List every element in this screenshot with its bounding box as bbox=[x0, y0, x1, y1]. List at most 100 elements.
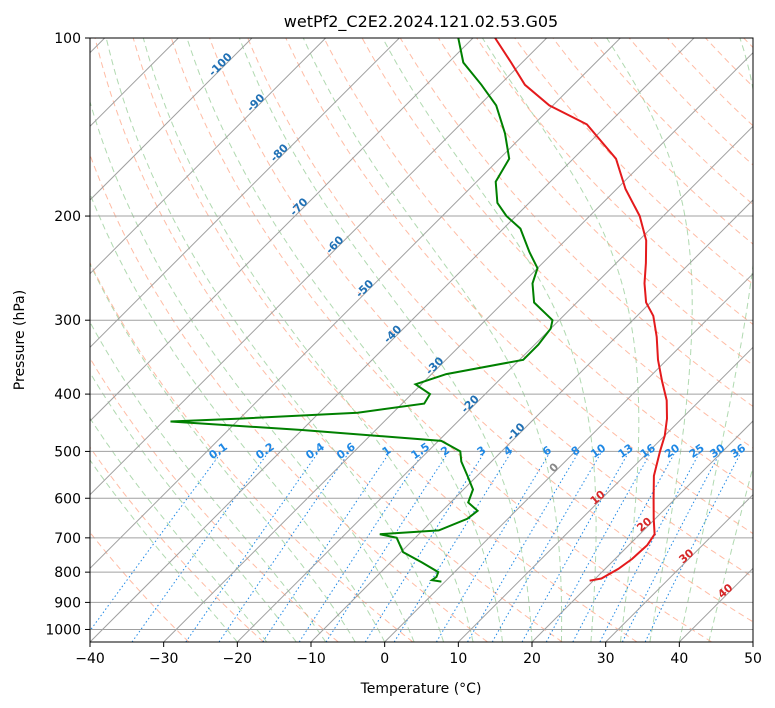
wet-bulb-label: 10 bbox=[588, 488, 608, 508]
moist-adiabat-8 bbox=[105, 38, 445, 642]
x-axis: −40 −30 −20 −10 0 10 20 30 40 50 bbox=[75, 642, 762, 667]
isobar-gridlines bbox=[90, 38, 753, 630]
dry-adiabat-180 bbox=[704, 38, 753, 88]
moist-adiabat-32 bbox=[481, 38, 640, 642]
isotherm-label: -50 bbox=[353, 277, 376, 300]
moist-adiabat-0 bbox=[90, 192, 386, 642]
isotherm-30 bbox=[605, 493, 753, 642]
wet-bulb-label: 30 bbox=[676, 546, 696, 566]
isotherm-0 bbox=[384, 272, 753, 642]
mixing-ratio-line-36 bbox=[644, 451, 742, 642]
dry-adiabat-70 bbox=[285, 38, 753, 535]
y-tick-label: 500 bbox=[54, 444, 81, 460]
dry-adiabat-200 bbox=[769, 25, 775, 642]
wet-bulb-label: 40 bbox=[715, 581, 735, 601]
isotherm-label: -10 bbox=[504, 420, 527, 443]
x-tick-label: 40 bbox=[670, 651, 688, 667]
plot-area: -100-90-80-70-60-50-40-30-20-100 0.1 0.2 0… bbox=[90, 25, 775, 642]
dry-adiabat-0 bbox=[90, 261, 414, 642]
x-tick-label: 10 bbox=[449, 651, 467, 667]
dry-adiabat-60 bbox=[247, 38, 753, 578]
mixing-ratio-line-4 bbox=[393, 451, 513, 642]
isotherm-label: -90 bbox=[244, 91, 267, 114]
isotherm--10 bbox=[310, 199, 753, 642]
x-tick-label: −30 bbox=[149, 651, 179, 667]
x-tick-label: −10 bbox=[296, 651, 326, 667]
isotherm-lines bbox=[90, 38, 753, 642]
y-axis-title: Pressure (hPa) bbox=[12, 290, 28, 390]
isotherm-label: -100 bbox=[206, 50, 235, 79]
moist-adiabat-36 bbox=[606, 38, 693, 642]
mixing-ratio-label: 20 bbox=[662, 441, 682, 461]
mixing-ratio-label: 10 bbox=[588, 441, 608, 461]
x-axis-title: Temperature (°C) bbox=[360, 681, 482, 697]
moist-adiabat-20 bbox=[238, 38, 533, 642]
isotherm--70 bbox=[90, 38, 474, 422]
dry-adiabat-90 bbox=[361, 38, 753, 449]
dry-adiabat-150 bbox=[590, 38, 753, 206]
moist-adiabat--16 bbox=[90, 417, 268, 642]
chart-title: wetPf2_C2E2.2024.121.02.53.G05 bbox=[284, 12, 558, 32]
moist-adiabat-12 bbox=[142, 38, 474, 642]
isotherm--80 bbox=[90, 38, 400, 349]
mixing-ratio-line-1 bbox=[262, 451, 391, 642]
mixing-ratio-label: 0.6 bbox=[334, 440, 358, 462]
isotherm--50 bbox=[90, 38, 621, 570]
y-axis: 100 200 300 400 500 600 700 800 900 1000 bbox=[45, 31, 90, 638]
mixing-ratio-line-25 bbox=[599, 451, 701, 642]
dry-adiabat-30 bbox=[132, 38, 638, 642]
isotherm-label: -40 bbox=[381, 322, 404, 345]
isotherm-label: -80 bbox=[268, 141, 291, 164]
mixing-ratio-line-1.5 bbox=[298, 451, 425, 642]
mixing-ratio-label: 13 bbox=[616, 441, 636, 460]
mixing-ratio-line-20 bbox=[572, 451, 676, 642]
moist-adiabat-40 bbox=[678, 38, 753, 642]
mixing-ratio-line-8 bbox=[467, 451, 580, 642]
mixing-ratio-label: 1.5 bbox=[409, 440, 432, 462]
isotherm-label: -30 bbox=[423, 354, 446, 377]
isotherm--20 bbox=[236, 125, 753, 642]
mixing-ratio-label: 36 bbox=[728, 441, 748, 461]
isotherm-label: -60 bbox=[323, 233, 346, 256]
y-tick-label: 100 bbox=[54, 31, 81, 47]
y-tick-label: 300 bbox=[54, 313, 81, 329]
moist-adiabat-16 bbox=[186, 38, 503, 642]
dry-adiabat-20 bbox=[94, 38, 563, 642]
mixing-ratio-line-0.1 bbox=[90, 451, 223, 632]
moist-adiabat-24 bbox=[302, 38, 563, 642]
isotherm-50 bbox=[752, 641, 753, 642]
dry-adiabat-10 bbox=[90, 153, 488, 642]
isotherm--30 bbox=[163, 51, 753, 642]
mixing-ratio-line-0.4 bbox=[185, 451, 320, 642]
mixing-ratio-line-13 bbox=[521, 451, 630, 642]
dewpoint-series-line bbox=[170, 38, 554, 583]
mixing-ratio-line-0.6 bbox=[218, 451, 351, 642]
y-tick-label: 900 bbox=[54, 595, 81, 611]
x-tick-label: 50 bbox=[744, 651, 762, 667]
y-tick-label: 200 bbox=[54, 209, 81, 225]
dry-adiabat-40 bbox=[170, 38, 712, 642]
wet-bulb-label: 20 bbox=[634, 515, 654, 535]
mixing-ratio-label: 30 bbox=[707, 441, 727, 461]
isotherm-40 bbox=[678, 567, 753, 642]
plot-frame bbox=[89, 37, 754, 643]
isotherm-10 bbox=[457, 346, 753, 642]
moist-adiabat--12 bbox=[90, 371, 297, 642]
mixing-ratio-line-16 bbox=[545, 451, 652, 642]
dry-adiabat-100 bbox=[399, 38, 753, 408]
y-tick-label: 800 bbox=[54, 565, 81, 581]
isotherm--90 bbox=[90, 38, 327, 275]
moist-adiabat--4 bbox=[90, 262, 356, 642]
x-tick-label: 30 bbox=[597, 651, 615, 667]
mixing-ratio-label: 16 bbox=[638, 441, 658, 461]
y-tick-label: 400 bbox=[54, 387, 81, 403]
moist-adiabat--8 bbox=[90, 321, 327, 642]
x-tick-label: 0 bbox=[380, 651, 389, 667]
dry-adiabat-80 bbox=[323, 38, 753, 492]
mixing-ratio-label: 25 bbox=[687, 441, 707, 460]
isotherm-20 bbox=[531, 420, 753, 642]
dry-adiabat-170 bbox=[666, 38, 753, 127]
dry-adiabat--30 bbox=[90, 531, 190, 642]
mixing-ratio-label: 0.1 bbox=[206, 440, 229, 462]
